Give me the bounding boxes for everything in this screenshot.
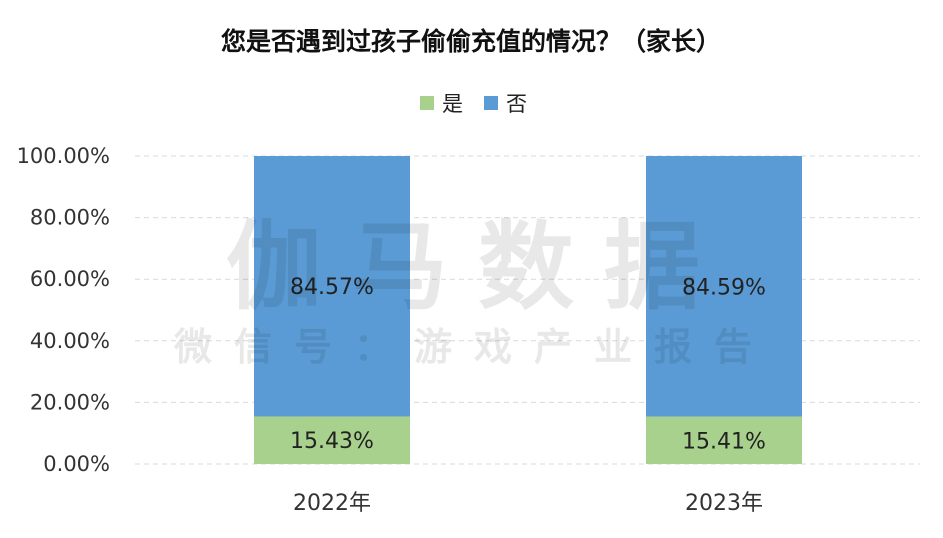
watermark-sub: 微信号：游戏产业报告: [173, 325, 774, 369]
bars: 15.43% 84.57% 15.41% 84.59%: [254, 156, 802, 464]
y-tick-label: 0.00%: [43, 452, 110, 476]
chart-title: 您是否遇到过孩子偷偷充值的情况？（家长）: [221, 27, 721, 56]
y-tick-label: 100.00%: [17, 144, 110, 168]
legend-swatch-no: [484, 96, 498, 110]
y-tick-label: 20.00%: [30, 390, 110, 414]
data-label: 84.59%: [682, 275, 766, 300]
x-category-label: 2023年: [685, 491, 763, 516]
data-label: 15.43%: [290, 429, 374, 454]
legend-label: 是: [442, 92, 463, 116]
y-axis: 0.00% 20.00% 40.00% 60.00% 80.00% 100.00%: [17, 144, 110, 476]
data-label: 84.57%: [290, 275, 374, 300]
legend-label: 否: [506, 92, 527, 116]
y-tick-label: 60.00%: [30, 267, 110, 291]
legend: 是否: [420, 92, 527, 116]
y-tick-label: 80.00%: [30, 206, 110, 230]
bar-segment-no: [646, 156, 802, 417]
watermark: 伽马数据 微信号：游戏产业报告: [173, 211, 774, 369]
bar-segment-yes: [646, 416, 802, 464]
data-label: 15.41%: [682, 429, 766, 454]
watermark-main: 伽马数据: [226, 211, 730, 323]
bar-segment-yes: [254, 416, 410, 464]
y-tick-label: 40.00%: [30, 329, 110, 353]
legend-swatch-yes: [420, 96, 434, 110]
x-axis: 2022年 2023年: [293, 491, 763, 516]
x-category-label: 2022年: [293, 491, 371, 516]
bar-segment-no: [254, 156, 410, 417]
